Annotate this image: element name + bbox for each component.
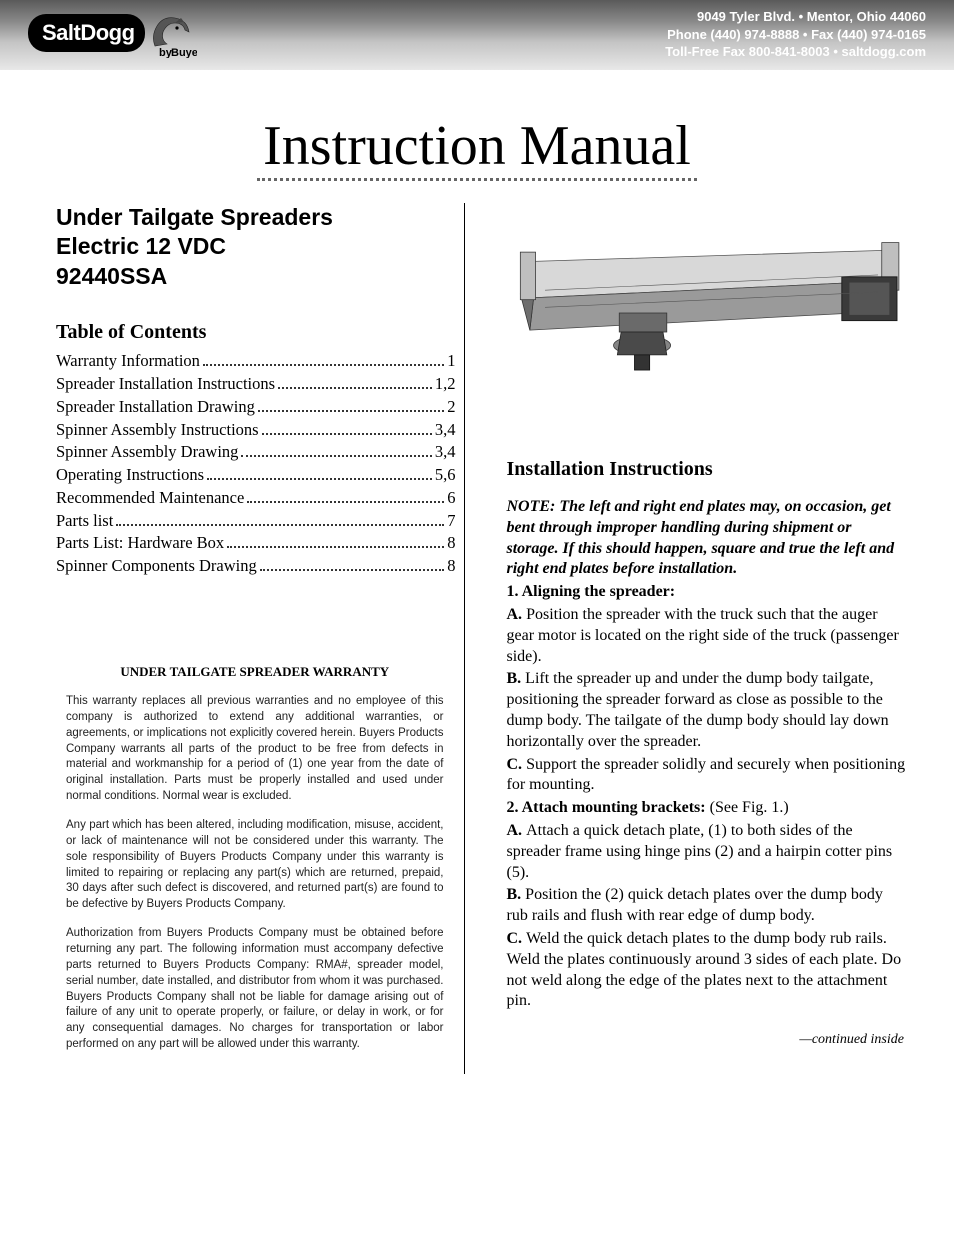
step-2a-label: A. — [507, 822, 527, 839]
toc-label: Parts List: Hardware Box — [56, 532, 224, 555]
toc-row: Spinner Assembly Drawing 3,4 — [56, 441, 456, 464]
toc-leader — [241, 455, 431, 457]
product-line-3: 92440SSA — [56, 263, 167, 289]
toc-page: 7 — [447, 510, 455, 533]
toc-leader — [203, 364, 444, 366]
toc-leader — [262, 433, 432, 435]
product-line-1: Under Tailgate Spreaders — [56, 204, 333, 230]
step-2c-label: C. — [507, 930, 527, 947]
step-2b-text: Position the (2) quick detach plates ove… — [507, 886, 883, 924]
warranty-p1: This warranty replaces all previous warr… — [66, 694, 444, 805]
step-2c-text: Weld the quick detach plates to the dump… — [507, 930, 902, 1009]
warranty-title: UNDER TAILGATE SPREADER WARRANTY — [66, 664, 444, 680]
toc-row: Operating Instructions 5,6 — [56, 464, 456, 487]
tollfree-line: Toll-Free Fax 800-841-8003 • saltdogg.co… — [665, 43, 926, 61]
continued-marker: —continued inside — [507, 1032, 907, 1048]
toc-leader — [116, 524, 444, 526]
step-1b-label: B. — [507, 670, 526, 687]
step-2a-text: Attach a quick detach plate, (1) to both… — [507, 822, 893, 881]
product-line-2: Electric 12 VDC — [56, 233, 226, 259]
address-line: 9049 Tyler Blvd. • Mentor, Ohio 44060 — [665, 8, 926, 26]
svg-text:Buyers: Buyers — [171, 47, 197, 58]
toc-label: Operating Instructions — [56, 464, 204, 487]
toc-leader — [227, 546, 444, 548]
toc-row: Spreader Installation Instructions 1,2 — [56, 373, 456, 396]
step-1c-text: Support the spreader solidly and securel… — [507, 756, 906, 794]
step-1-label: 1. Aligning the spreader: — [507, 583, 676, 600]
toc-row: Parts List: Hardware Box 8 — [56, 532, 456, 555]
toc-page: 1 — [447, 350, 455, 373]
toc-page: 8 — [447, 532, 455, 555]
product-heading: Under Tailgate Spreaders Electric 12 VDC… — [56, 203, 456, 291]
toc-row: Spinner Assembly Instructions 3,4 — [56, 419, 456, 442]
toc-page: 8 — [447, 555, 455, 578]
left-column: Under Tailgate Spreaders Electric 12 VDC… — [56, 203, 465, 1074]
warranty-body: This warranty replaces all previous warr… — [66, 694, 444, 1053]
spreader-illustration — [507, 213, 907, 413]
toc-leader — [247, 501, 444, 503]
toc-row: Warranty Information 1 — [56, 350, 456, 373]
toc-row: Spinner Components Drawing 8 — [56, 555, 456, 578]
toc-label: Recommended Maintenance — [56, 487, 244, 510]
toc-label: Spinner Components Drawing — [56, 555, 257, 578]
toc-page: 3,4 — [435, 441, 456, 464]
install-heading: Installation Instructions — [507, 458, 907, 481]
toc-row: Spreader Installation Drawing 2 — [56, 396, 456, 419]
toc-leader — [258, 410, 444, 412]
toc-label: Spinner Assembly Instructions — [56, 419, 259, 442]
toc-label: Parts list — [56, 510, 113, 533]
toc-row: Parts list 7 — [56, 510, 456, 533]
step-2b-label: B. — [507, 886, 526, 903]
mascot-icon: by Buyers — [147, 8, 197, 58]
header-bar: SaltDogg by Buyers 9049 Tyler Blvd. • Me… — [0, 0, 954, 70]
toc-page: 3,4 — [435, 419, 456, 442]
warranty-p3: Authorization from Buyers Products Compa… — [66, 926, 444, 1053]
warranty-p2: Any part which has been altered, includi… — [66, 818, 444, 913]
toc-label: Spreader Installation Drawing — [56, 396, 255, 419]
toc-page: 2 — [447, 396, 455, 419]
right-column: Installation Instructions NOTE: The left… — [489, 203, 907, 1074]
toc-page: 6 — [447, 487, 455, 510]
installation-instructions: NOTE: The left and right end plates may,… — [507, 497, 907, 1012]
step-2-label: 2. Attach mounting brackets: — [507, 799, 706, 816]
install-note: NOTE: The left and right end plates may,… — [507, 497, 907, 580]
toc-page: 1,2 — [435, 373, 456, 396]
phone-line: Phone (440) 974-8888 • Fax (440) 974-016… — [665, 26, 926, 44]
warranty-box: UNDER TAILGATE SPREADER WARRANTY This wa… — [56, 656, 456, 1074]
content-columns: Under Tailgate Spreaders Electric 12 VDC… — [0, 181, 954, 1074]
toc-heading: Table of Contents — [56, 321, 456, 344]
toc-leader — [278, 387, 432, 389]
document-title: Instruction Manual — [257, 114, 697, 181]
toc-label: Spreader Installation Instructions — [56, 373, 275, 396]
step-1c-label: C. — [507, 756, 527, 773]
brand-logo: SaltDogg — [28, 14, 145, 52]
table-of-contents: Warranty Information 1 Spreader Installat… — [56, 350, 456, 578]
toc-label: Spinner Assembly Drawing — [56, 441, 238, 464]
company-contact: 9049 Tyler Blvd. • Mentor, Ohio 44060 Ph… — [665, 8, 926, 61]
toc-leader — [260, 569, 445, 571]
toc-page: 5,6 — [435, 464, 456, 487]
toc-row: Recommended Maintenance 6 — [56, 487, 456, 510]
toc-label: Warranty Information — [56, 350, 200, 373]
step-1b-text: Lift the spreader up and under the dump … — [507, 670, 889, 749]
step-1a-text: Position the spreader with the truck suc… — [507, 606, 899, 665]
toc-leader — [207, 478, 432, 480]
logo-area: SaltDogg by Buyers — [28, 8, 197, 58]
step-2-see: (See Fig. 1.) — [706, 799, 789, 816]
step-1a-label: A. — [507, 606, 527, 623]
